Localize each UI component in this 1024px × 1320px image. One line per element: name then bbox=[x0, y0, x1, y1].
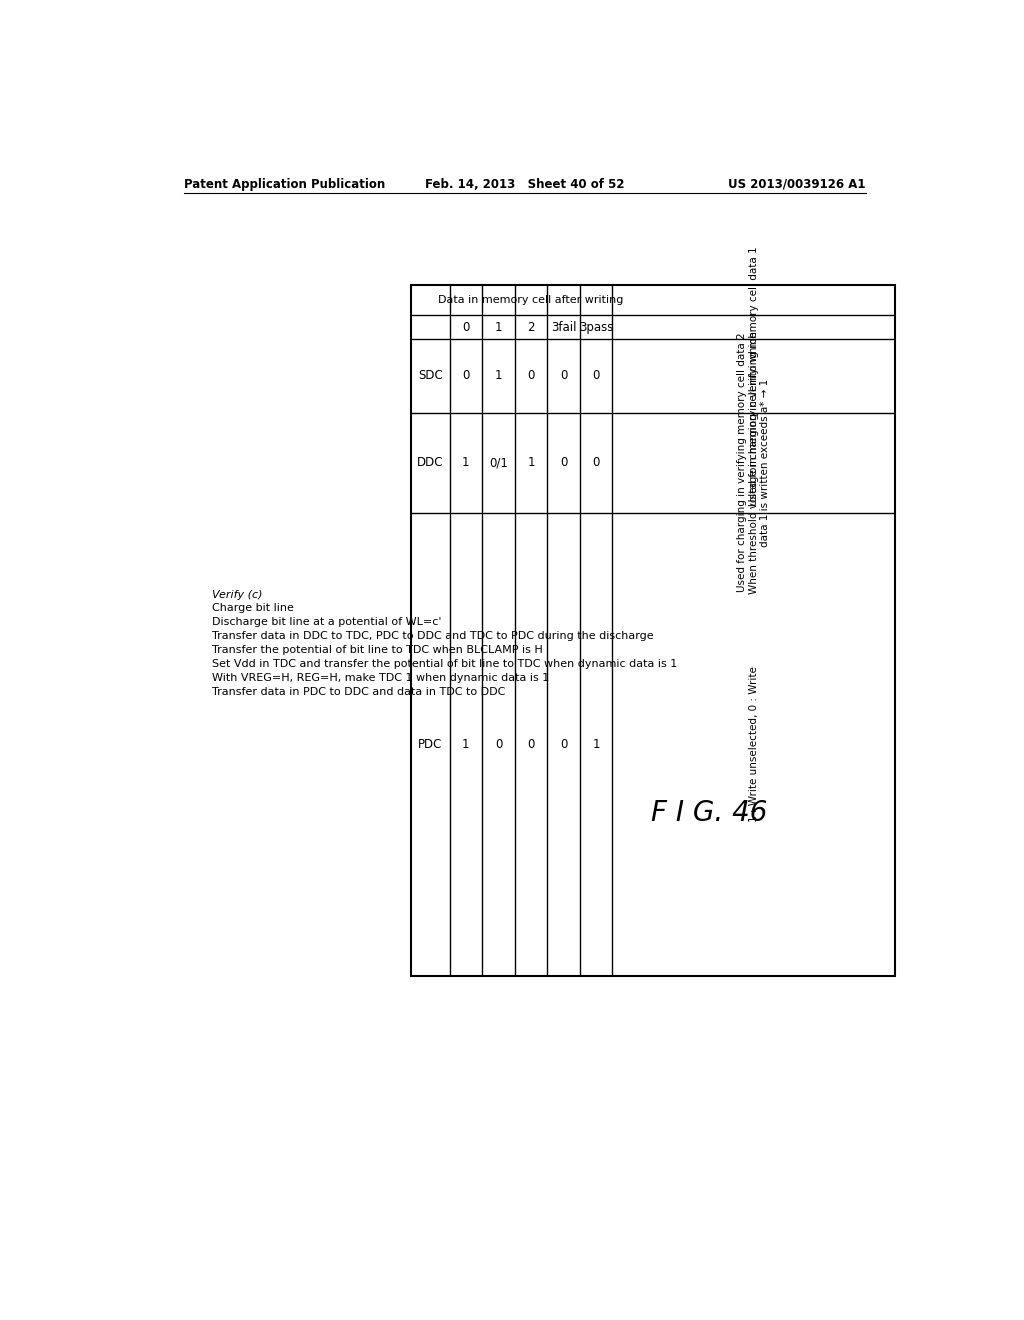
Text: 0: 0 bbox=[495, 738, 502, 751]
Text: 1: 1 bbox=[495, 370, 502, 383]
Text: Patent Application Publication: Patent Application Publication bbox=[183, 178, 385, 190]
Text: Discharge bit line at a potential of WL=c': Discharge bit line at a potential of WL=… bbox=[212, 618, 441, 627]
Text: 2: 2 bbox=[527, 321, 535, 334]
Text: With VREG=H, REG=H, make TDC 1 when dynamic data is 1: With VREG=H, REG=H, make TDC 1 when dyna… bbox=[212, 673, 549, 682]
Text: US 2013/0039126 A1: US 2013/0039126 A1 bbox=[728, 178, 866, 190]
Text: 0: 0 bbox=[593, 370, 600, 383]
Text: 1: 1 bbox=[527, 455, 535, 469]
Text: DDC: DDC bbox=[417, 455, 443, 469]
Text: Charge bit line: Charge bit line bbox=[212, 603, 294, 614]
Text: Feb. 14, 2013   Sheet 40 of 52: Feb. 14, 2013 Sheet 40 of 52 bbox=[425, 178, 625, 190]
Text: Used for charging in verifying memory cell data 2
When threshold voltage in memo: Used for charging in verifying memory ce… bbox=[737, 331, 770, 594]
Text: 0/1: 0/1 bbox=[489, 455, 508, 469]
Text: 1: 1 bbox=[495, 321, 502, 334]
Text: 0: 0 bbox=[593, 455, 600, 469]
Text: 3pass: 3pass bbox=[579, 321, 613, 334]
Text: SDC: SDC bbox=[418, 370, 442, 383]
Text: 0: 0 bbox=[462, 321, 470, 334]
Text: Used for charging in verifying memory cell data 1: Used for charging in verifying memory ce… bbox=[749, 246, 759, 506]
Text: 0: 0 bbox=[560, 738, 567, 751]
Text: 0: 0 bbox=[527, 738, 535, 751]
Text: PDC: PDC bbox=[418, 738, 442, 751]
Text: 0: 0 bbox=[527, 370, 535, 383]
Text: 0: 0 bbox=[560, 370, 567, 383]
Text: 0: 0 bbox=[462, 370, 470, 383]
Text: Transfer data in PDC to DDC and data in TDC to DDC: Transfer data in PDC to DDC and data in … bbox=[212, 686, 505, 697]
Text: Verify (c): Verify (c) bbox=[212, 590, 262, 599]
Text: Data in memory cell after writing: Data in memory cell after writing bbox=[438, 296, 624, 305]
Text: 1: 1 bbox=[592, 738, 600, 751]
Text: 1 : Write unselected, 0 : Write: 1 : Write unselected, 0 : Write bbox=[749, 667, 759, 822]
Text: 1: 1 bbox=[462, 738, 470, 751]
Text: F I G. 46: F I G. 46 bbox=[651, 799, 767, 826]
Text: 1: 1 bbox=[462, 455, 470, 469]
Text: Set Vdd in TDC and transfer the potential of bit line to TDC when dynamic data i: Set Vdd in TDC and transfer the potentia… bbox=[212, 659, 677, 669]
Text: Transfer data in DDC to TDC, PDC to DDC and TDC to PDC during the discharge: Transfer data in DDC to TDC, PDC to DDC … bbox=[212, 631, 653, 642]
Text: 3fail: 3fail bbox=[551, 321, 577, 334]
Bar bbox=[411, 285, 895, 977]
Text: 0: 0 bbox=[560, 455, 567, 469]
Text: Transfer the potential of bit line to TDC when BLCLAMP is H: Transfer the potential of bit line to TD… bbox=[212, 645, 543, 655]
